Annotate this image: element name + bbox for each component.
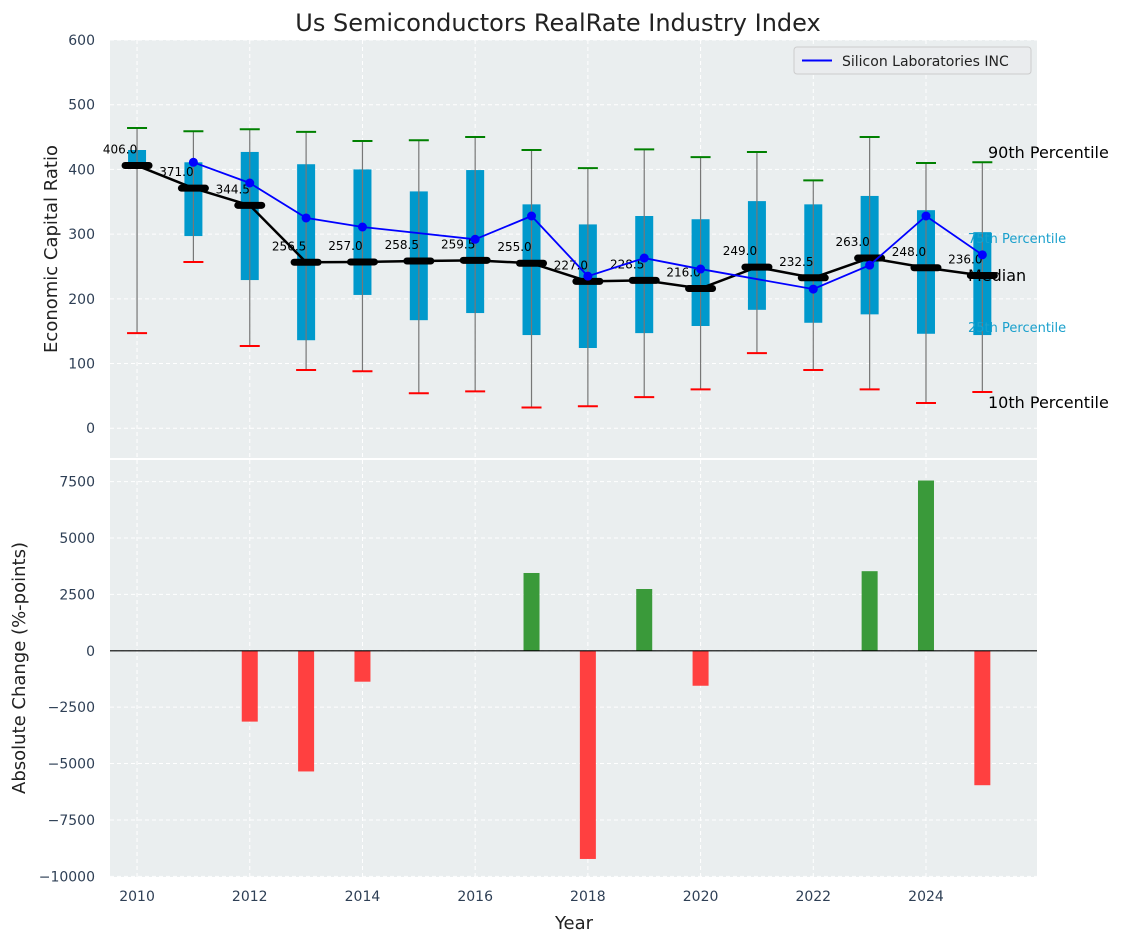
x-tick-label: 2022 <box>795 889 831 905</box>
change-bar <box>298 650 315 772</box>
bottom-y-tick-label: −7500 <box>48 813 95 829</box>
silicon-labs-point <box>921 211 931 221</box>
x-tick-label: 2012 <box>232 889 268 905</box>
silicon-labs-point <box>639 253 649 263</box>
top-y-tick-label: 0 <box>86 421 95 437</box>
x-tick-label: 2010 <box>119 889 155 905</box>
bottom-plot-area <box>110 460 1037 877</box>
median-value-label: 236.0 <box>948 253 982 267</box>
bottom-y-tick-label: −10000 <box>39 869 95 885</box>
median-value-label: 256.5 <box>272 239 306 253</box>
bottom-y-tick-label: −2500 <box>48 700 95 716</box>
x-axis-label: Year <box>554 913 594 934</box>
x-tick-label: 2014 <box>345 889 381 905</box>
median-value-label: 257.0 <box>328 239 362 253</box>
silicon-labs-point <box>696 264 706 274</box>
chart-title: Us Semiconductors RealRate Industry Inde… <box>295 9 820 37</box>
top-y-tick-label: 200 <box>68 292 95 308</box>
x-tick-label: 2018 <box>570 889 606 905</box>
change-bar <box>861 571 878 651</box>
silicon-labs-point <box>865 260 875 270</box>
median-value-label: 227.0 <box>554 258 588 272</box>
bottom-y-axis-label: Absolute Change (%-points) <box>9 542 30 794</box>
top-y-tick-label: 600 <box>68 33 95 49</box>
median-value-label: 255.0 <box>497 240 531 254</box>
median-value-label: 258.5 <box>385 238 419 252</box>
x-tick-label: 2024 <box>908 889 944 905</box>
x-tick-label: 2020 <box>683 889 719 905</box>
annotation-p75: 75th Percentile <box>968 232 1066 247</box>
median-value-label: 344.5 <box>216 182 250 196</box>
median-value-label: 248.0 <box>892 245 926 259</box>
change-bar <box>523 572 540 651</box>
silicon-labs-point <box>808 284 818 294</box>
median-value-label: 232.5 <box>779 255 813 269</box>
annotation-median: Median <box>968 266 1026 285</box>
top-y-tick-label: 500 <box>68 98 95 114</box>
top-panel: 0 100 200 300 400 500 600 406.0 371.0 344.5 256.5 2… <box>68 33 1037 458</box>
annotation-p25: 25th Percentile <box>968 321 1066 336</box>
top-y-tick-label: 400 <box>68 162 95 178</box>
bottom-y-tick-label: 5000 <box>59 531 95 547</box>
silicon-labs-point <box>527 211 537 221</box>
annotation-p10: 10th Percentile <box>988 393 1109 412</box>
annotation-p90: 90th Percentile <box>988 143 1109 162</box>
median-line <box>136 164 983 290</box>
bottom-y-tick-label: 2500 <box>59 587 95 603</box>
top-y-tick-label: 100 <box>68 357 95 373</box>
silicon-labs-point <box>583 271 593 281</box>
bottom-panel: 2010 2012 2014 2016 2018 2020 2022 2024 −10000 −7… <box>39 460 1037 905</box>
legend[interactable]: Silicon Laboratories INC <box>793 46 1032 75</box>
bottom-y-tick-label: −5000 <box>48 757 95 773</box>
silicon-labs-point <box>470 234 480 244</box>
silicon-labs-point <box>245 178 255 188</box>
median-value-label: 259.5 <box>441 237 475 251</box>
silicon-labs-point <box>357 222 367 232</box>
median-value-label: 406.0 <box>103 143 137 157</box>
legend-label: Silicon Laboratories INC <box>842 54 1009 70</box>
change-bar <box>692 650 709 686</box>
silicon-labs-point <box>188 157 198 167</box>
change-bar <box>579 650 596 859</box>
legend-box <box>793 46 1032 75</box>
top-y-axis-label: Economic Capital Ratio <box>41 145 62 353</box>
bottom-y-tick-label: 7500 <box>59 475 95 491</box>
change-bar <box>636 589 653 651</box>
change-bar <box>917 480 934 651</box>
top-plot-area <box>110 40 1037 458</box>
change-bar <box>974 650 991 786</box>
silicon-labs-point <box>977 250 987 260</box>
silicon-labs-point <box>301 213 311 223</box>
median-value-label: 216.0 <box>666 265 700 279</box>
bottom-y-tick-label: 0 <box>86 644 95 660</box>
top-y-tick-label: 300 <box>68 227 95 243</box>
median-value-label: 249.0 <box>723 244 757 258</box>
change-bar <box>354 650 371 682</box>
median-value-label: 371.0 <box>159 165 193 179</box>
change-bar <box>241 650 258 722</box>
median-value-label: 263.0 <box>835 235 869 249</box>
x-tick-label: 2016 <box>457 889 493 905</box>
